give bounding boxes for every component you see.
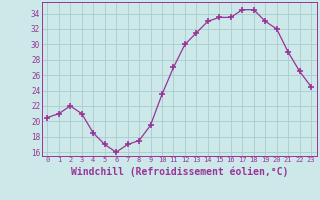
X-axis label: Windchill (Refroidissement éolien,°C): Windchill (Refroidissement éolien,°C) — [70, 166, 288, 177]
